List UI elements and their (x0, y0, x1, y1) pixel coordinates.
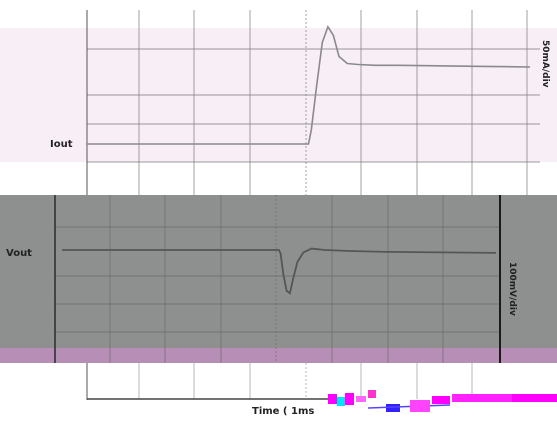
color-artifact (328, 390, 557, 412)
bottom-scale-label: 100mV/div (507, 262, 517, 316)
vout-label: Vout (6, 248, 32, 259)
iout-trace (87, 24, 531, 145)
bottom-panel-strip (0, 348, 557, 363)
top-scale-label: 50mA/div (540, 40, 550, 88)
vout-trace (62, 247, 497, 295)
bottom-panel-background (0, 195, 557, 363)
bottom-graticule (55, 195, 500, 363)
time-axis-label: Time ( 1ms (252, 406, 314, 417)
top-graticule (87, 10, 540, 399)
iout-label: Iout (50, 139, 73, 150)
